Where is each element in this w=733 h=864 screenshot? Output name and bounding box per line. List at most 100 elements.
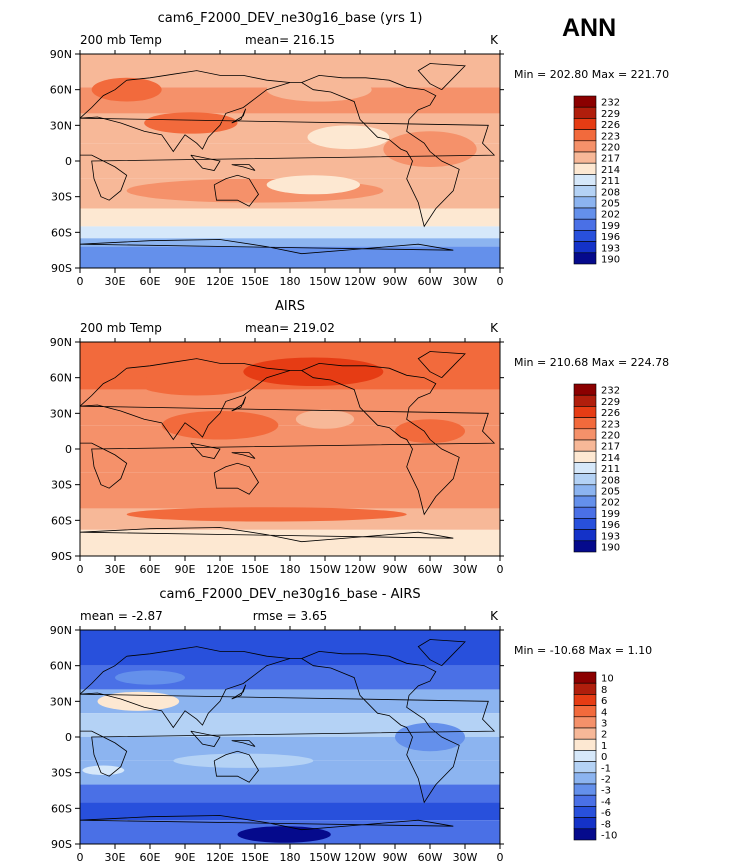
colorbar-label: 232 — [601, 386, 620, 397]
contour-region — [144, 112, 238, 134]
map-panel-1: 90N 60N 30N 0 30S 60S 90S 0 30E 60E 90E 120E 150E 180… — [50, 11, 669, 288]
colorbar-cell — [573, 694, 597, 706]
x-tick-label: 150E — [241, 851, 269, 864]
season-label: ANN — [562, 14, 617, 42]
contour-region — [126, 507, 407, 522]
coastline — [231, 740, 256, 747]
colorbar-label: 0 — [601, 752, 607, 763]
colorbar-label: 199 — [601, 221, 620, 232]
contour-region — [266, 175, 361, 195]
contour-region — [173, 753, 314, 768]
coastline — [80, 70, 291, 119]
contour-band — [80, 713, 500, 737]
contour-band — [80, 472, 500, 509]
colorbar-label: -10 — [601, 831, 617, 842]
coastline — [231, 164, 256, 171]
colorbar-label: 202 — [601, 210, 620, 221]
colorbar-label: 214 — [601, 453, 620, 464]
variable-label: mean = -2.87 — [80, 609, 163, 623]
contour-band — [80, 802, 500, 821]
coastline — [213, 462, 259, 495]
coastline — [80, 239, 454, 255]
y-tick-label: 30N — [50, 695, 72, 708]
y-tick-label: 90S — [51, 838, 72, 851]
coastline — [190, 442, 221, 459]
coastline — [80, 362, 496, 516]
coastline — [80, 650, 496, 804]
colorbar-label: -1 — [601, 763, 611, 774]
contour-field — [80, 342, 500, 556]
x-tick-label: 90W — [383, 563, 408, 576]
coastline — [213, 750, 259, 783]
minmax-label: Min = 210.68 Max = 224.78 — [514, 356, 669, 369]
colorbar-cell — [573, 162, 597, 175]
x-tick-label: 60W — [418, 563, 443, 576]
contour-band — [80, 226, 500, 239]
y-tick-label: 0 — [65, 443, 72, 456]
coastline — [417, 351, 466, 379]
panel-title: cam6_F2000_DEV_ne30g16_base - AIRS — [159, 587, 420, 602]
colorbar-label: 229 — [601, 397, 620, 408]
contour-band — [80, 665, 500, 690]
x-tick-label: 30W — [453, 275, 478, 288]
colorbar-cell — [573, 828, 597, 841]
y-tick-label: 30N — [50, 407, 72, 420]
colorbar-cell — [573, 473, 597, 486]
colorbar-cell — [573, 230, 597, 242]
minmax-label: Min = 202.80 Max = 221.70 — [514, 68, 669, 81]
contour-field — [80, 54, 500, 268]
colorbar-cell — [573, 671, 597, 684]
colorbar-label: 220 — [601, 143, 620, 154]
variable-label: 200 mb Temp — [80, 321, 162, 335]
colorbar-cell — [573, 450, 597, 463]
colorbar-label: 223 — [601, 419, 620, 430]
colorbar-label: 3 — [601, 719, 607, 730]
colorbar-cell — [573, 495, 597, 508]
colorbar-cell — [573, 705, 597, 718]
y-tick-label: 90N — [50, 624, 72, 637]
colorbar-label: 6 — [601, 696, 607, 707]
colorbar-cell — [573, 406, 597, 418]
contour-region — [237, 826, 331, 843]
coastline — [80, 358, 291, 407]
contour-region — [115, 670, 185, 685]
minmax-label: Min = -10.68 Max = 1.10 — [514, 644, 652, 657]
contour-region — [97, 691, 180, 711]
coastline — [231, 108, 247, 124]
y-tick-label: 60N — [50, 660, 72, 673]
x-tick-label: 60E — [140, 275, 161, 288]
x-tick-label: 180 — [280, 851, 301, 864]
coastline — [190, 730, 221, 747]
colorbar-cell — [573, 129, 597, 142]
contour-band — [80, 760, 500, 785]
y-tick-label: 0 — [65, 155, 72, 168]
coastline — [80, 527, 454, 543]
contour-region — [138, 371, 255, 396]
colorbar-label: 1 — [601, 741, 607, 752]
contour-region — [295, 409, 355, 429]
x-tick-label: 60W — [418, 275, 443, 288]
y-tick-label: 90S — [51, 262, 72, 275]
x-tick-label: 0 — [77, 563, 84, 576]
colorbar-cell — [573, 207, 597, 220]
colorbar-label: 211 — [601, 176, 620, 187]
colorbar-label: 211 — [601, 464, 620, 475]
colorbar-label: -3 — [601, 786, 611, 797]
contour-region — [395, 419, 465, 444]
colorbar-cell — [573, 772, 597, 785]
coastline — [80, 74, 496, 228]
units-label: K — [490, 609, 499, 623]
panel-title: AIRS — [275, 299, 305, 314]
colorbar-label: 217 — [601, 154, 620, 165]
x-tick-label: 30E — [105, 851, 126, 864]
x-tick-label: 120W — [344, 275, 376, 288]
x-tick-label: 0 — [77, 275, 84, 288]
mean-label: rmse = 3.65 — [253, 609, 327, 623]
contour-region — [91, 77, 162, 102]
y-tick-label: 30N — [50, 119, 72, 132]
x-tick-label: 30W — [453, 563, 478, 576]
contour-band — [80, 689, 500, 714]
coastline — [417, 63, 466, 91]
contour-region — [383, 131, 477, 167]
